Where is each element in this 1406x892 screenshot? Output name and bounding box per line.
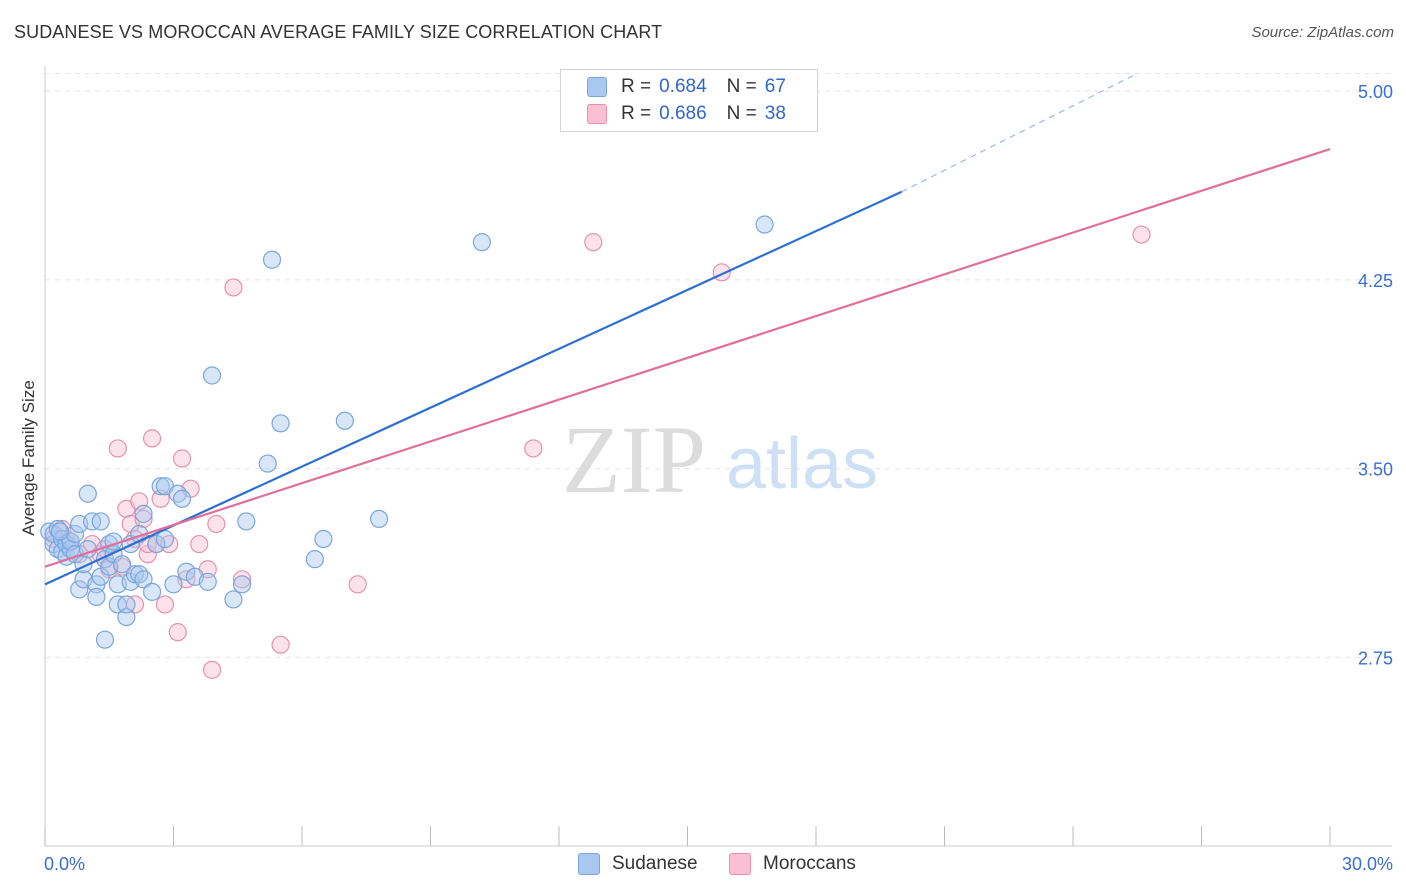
axes	[44, 66, 1392, 847]
sudanese-point-54	[224, 590, 243, 609]
sudanese-point-47	[164, 575, 183, 594]
sudanese-trend-line	[44, 190, 903, 586]
moroccan-swatch	[587, 104, 607, 124]
y-tick-label-0: 2.75	[1358, 648, 1393, 668]
sudanese-point-66	[50, 522, 70, 541]
moroccan-point-30	[202, 660, 222, 679]
sudanese-point-61	[314, 529, 333, 549]
moroccan-point-25	[172, 449, 192, 468]
trend-lines	[44, 73, 1331, 586]
bottom-legend-sudanese: Sudanese	[578, 852, 698, 876]
moroccan-point-33	[232, 570, 252, 589]
x-tick-label-end: 30.0%	[1342, 854, 1393, 874]
sudanese-point-52	[198, 572, 217, 591]
y-tick-label-3: 5.00	[1358, 82, 1393, 102]
moroccan-point-28	[190, 534, 209, 554]
sudanese-point-43	[147, 534, 166, 554]
sudanese-point-63	[370, 509, 389, 529]
sudanese-point-64	[472, 233, 491, 252]
r-label: R =	[621, 76, 652, 97]
moroccan-point-32	[224, 278, 243, 297]
moroccan-n-value: 38	[764, 103, 786, 124]
r-label: R =	[621, 103, 652, 124]
sudanese-point-34	[117, 595, 136, 614]
x-tick-label-start: 0.0%	[44, 854, 85, 874]
y-tick-label-2: 4.25	[1358, 271, 1393, 291]
moroccan-point-22	[155, 595, 175, 614]
moroccan-legend-swatch	[729, 853, 751, 875]
moroccan-point-31	[207, 514, 226, 534]
sudanese-point-14	[70, 580, 89, 599]
sudanese-point-57	[258, 454, 277, 473]
sudanese-point-33	[117, 607, 136, 627]
sudanese-point-53	[202, 366, 222, 385]
sudanese-point-21	[87, 587, 106, 607]
bottom-legend-moroccans: Moroccans	[729, 852, 856, 876]
y-tick-label-1: 3.50	[1358, 460, 1393, 480]
sudanese-point-32	[112, 555, 132, 574]
moroccan-point-39	[1132, 225, 1151, 244]
watermark-atlas: atlas	[726, 424, 878, 504]
legend-row-sudanese: R = 0.684 N = 67	[587, 74, 786, 100]
sudanese-point-50	[177, 562, 196, 581]
sudanese-swatch	[587, 77, 607, 97]
correlation-legend: R = 0.684 N = 67 R = 0.686 N = 38	[560, 69, 818, 132]
sudanese-point-49	[172, 489, 192, 508]
sudanese-n-value: 67	[764, 76, 786, 97]
watermark-zip: ZIP	[562, 406, 706, 513]
moroccan-trend-line	[44, 147, 1331, 568]
sudanese-point-65	[755, 215, 774, 234]
moroccan-legend-label: Moroccans	[763, 853, 856, 874]
moroccan-point-19	[142, 429, 162, 448]
sudanese-point-60	[305, 550, 324, 569]
moroccan-point-24	[168, 623, 187, 642]
y-axis-label: Average Family Size	[19, 380, 38, 536]
sudanese-legend-label: Sudanese	[612, 853, 698, 874]
moroccan-point-34	[271, 635, 290, 654]
sudanese-legend-swatch	[578, 853, 600, 875]
moroccan-point-16	[134, 509, 153, 529]
sudanese-point-58	[262, 250, 282, 269]
sudanese-point-23	[91, 512, 110, 531]
sudanese-point-12	[65, 524, 85, 544]
n-label: N =	[726, 76, 757, 97]
moroccan-point-37	[584, 233, 603, 252]
sudanese-point-17	[78, 484, 97, 503]
moroccan-point-35	[348, 575, 367, 594]
sudanese-point-40	[134, 570, 153, 589]
tick-labels: 2.75 3.50 4.25 5.00 0.0% 30.0%	[44, 82, 1393, 874]
sudanese-points	[40, 215, 774, 649]
source-label: Source: ZipAtlas.com	[1251, 24, 1394, 41]
moroccan-point-36	[524, 439, 543, 458]
sudanese-point-59	[271, 414, 290, 433]
moroccan-point-9	[108, 439, 127, 458]
moroccan-r-value: 0.686	[659, 103, 707, 124]
sudanese-point-37	[125, 565, 145, 584]
grid-lines	[45, 73, 1392, 658]
sudanese-point-62	[335, 411, 354, 430]
legend-row-moroccan: R = 0.686 N = 38	[587, 101, 786, 127]
sudanese-point-24	[95, 630, 115, 649]
sudanese-point-44	[151, 477, 170, 496]
sudanese-point-56	[237, 512, 256, 531]
sudanese-point-55	[232, 575, 252, 594]
n-label: N =	[726, 103, 757, 124]
sudanese-point-41	[134, 504, 153, 523]
chart-title: SUDANESE VS MOROCCAN AVERAGE FAMILY SIZE…	[14, 22, 663, 42]
sudanese-r-value: 0.684	[659, 76, 707, 97]
sudanese-point-42	[142, 582, 162, 601]
sudanese-point-4	[48, 519, 67, 539]
